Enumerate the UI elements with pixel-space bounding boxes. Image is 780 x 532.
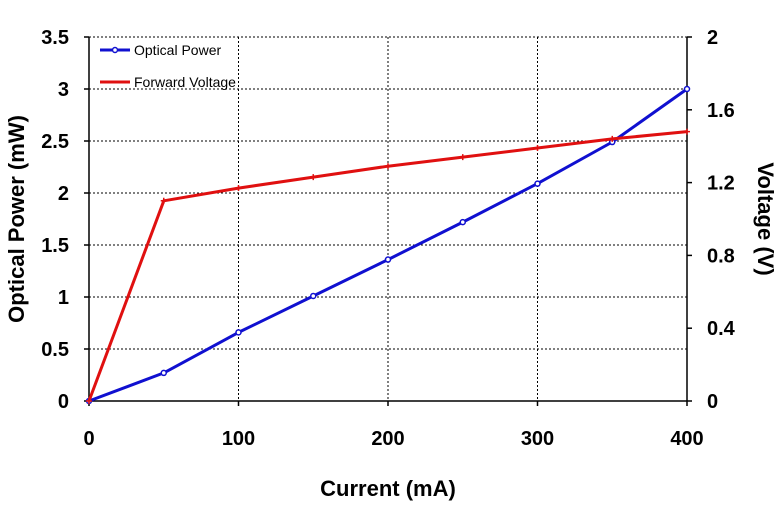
x-axis-title: Current (mA) bbox=[320, 476, 456, 501]
legend-label-optical-power: Optical Power bbox=[134, 42, 221, 58]
y-left-tick-label: 0 bbox=[58, 391, 69, 413]
data-point-optical-power bbox=[310, 292, 317, 300]
data-point-forward-voltage bbox=[310, 174, 317, 181]
data-point-optical-power bbox=[683, 85, 691, 93]
y-right-ticks: 0 0.4 0.8 1.2 1.6 2 bbox=[687, 27, 736, 413]
y-left-tick-label: 1 bbox=[58, 287, 69, 309]
y-right-tick-label: 1.6 bbox=[707, 100, 735, 122]
data-point-forward-voltage bbox=[235, 185, 242, 192]
y-left-tick-label: 2 bbox=[58, 183, 69, 205]
x-tick-label: 300 bbox=[521, 428, 554, 450]
y-left-tick-label: 3.5 bbox=[41, 27, 69, 49]
y-left-tick-label: 0.5 bbox=[41, 339, 69, 361]
data-point-forward-voltage bbox=[609, 135, 616, 142]
data-point-optical-power bbox=[534, 180, 541, 187]
y-left-tick-label: 1.5 bbox=[41, 235, 69, 257]
x-ticks: 0 100 200 300 400 bbox=[83, 401, 704, 450]
data-point-optical-power bbox=[160, 369, 167, 377]
x-tick-label: 200 bbox=[371, 428, 404, 450]
data-point-forward-voltage bbox=[684, 128, 690, 135]
legend-label-forward-voltage: Forward Voltage bbox=[134, 74, 236, 90]
x-tick-label: 400 bbox=[670, 428, 703, 450]
y-right-tick-label: 0 bbox=[707, 391, 718, 413]
data-point-optical-power bbox=[235, 329, 242, 336]
y-right-tick-label: 2 bbox=[707, 27, 718, 49]
legend: Optical Power Forward Voltage bbox=[100, 42, 236, 90]
y-right-tick-label: 1.2 bbox=[707, 173, 735, 195]
y-left-tick-label: 2.5 bbox=[41, 131, 69, 153]
x-tick-label: 100 bbox=[222, 428, 255, 450]
legend-marker-optical-power bbox=[111, 46, 119, 54]
y-right-tick-label: 0.8 bbox=[707, 245, 735, 267]
x-tick-label: 0 bbox=[83, 428, 94, 450]
grid bbox=[89, 36, 687, 401]
data-point-forward-voltage bbox=[385, 163, 391, 170]
data-point-optical-power bbox=[384, 256, 392, 263]
y-right-axis-title: Voltage (V) bbox=[753, 162, 778, 275]
data-point-forward-voltage bbox=[86, 398, 92, 404]
data-point-forward-voltage bbox=[534, 145, 541, 152]
y-right-tick-label: 0.4 bbox=[707, 318, 736, 340]
y-left-axis-title: Optical Power (mW) bbox=[4, 115, 29, 323]
data-point-optical-power bbox=[459, 218, 466, 226]
data-point-forward-voltage bbox=[459, 154, 466, 161]
y-left-ticks: 0 0.5 1 1.5 2 2.5 3 3.5 bbox=[41, 27, 89, 413]
y-left-tick-label: 3 bbox=[58, 79, 69, 101]
data-point-forward-voltage bbox=[160, 197, 167, 204]
series-layer bbox=[85, 85, 691, 405]
